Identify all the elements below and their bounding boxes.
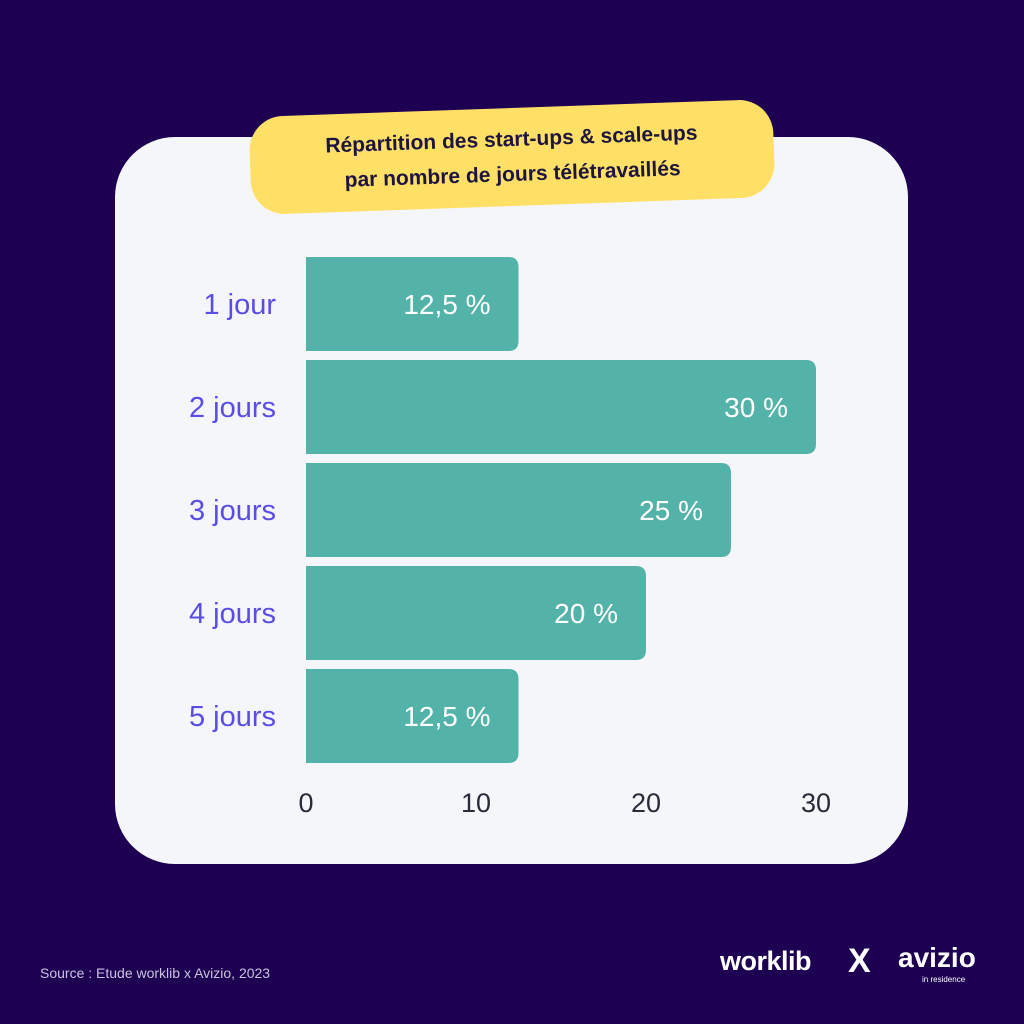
value-label-5: 12,5 % — [403, 701, 490, 732]
x-axis-ticks: 0 10 20 30 — [298, 788, 831, 818]
category-label-5: 5 jours — [189, 701, 276, 733]
value-label-2: 30 % — [724, 392, 788, 423]
x-tick-label-2: 10 — [461, 788, 491, 818]
bar-5 — [306, 669, 519, 763]
bar-3 — [306, 463, 731, 557]
category-label-2: 2 jours — [189, 392, 276, 424]
x-tick-label-1: 0 — [298, 788, 313, 818]
value-label-3: 25 % — [639, 495, 703, 526]
avizio-logo: avizio — [898, 942, 976, 973]
bars-layer: 1 jour 12,5 % 2 jours 30 % 3 jours 25 % 4 jour… — [189, 257, 816, 763]
avizio-logo-subtitle: in residence — [922, 975, 966, 984]
bar-1 — [306, 257, 519, 351]
chart-title: Répartition des start-ups & scale-ups pa… — [248, 98, 776, 216]
source-note: Source : Etude worklib x Avizio, 2023 — [40, 965, 271, 981]
bar-4 — [306, 566, 646, 660]
category-label-4: 4 jours — [189, 598, 276, 630]
x-tick-label-4: 30 — [801, 788, 831, 818]
collab-x-icon: X — [848, 942, 871, 980]
category-label-1: 1 jour — [203, 289, 276, 321]
worklib-logo: worklib — [720, 946, 812, 976]
category-label-3: 3 jours — [189, 495, 276, 527]
x-tick-label-3: 20 — [631, 788, 661, 818]
bar-2 — [306, 360, 816, 454]
value-label-4: 20 % — [554, 598, 618, 629]
value-label-1: 12,5 % — [403, 289, 490, 320]
